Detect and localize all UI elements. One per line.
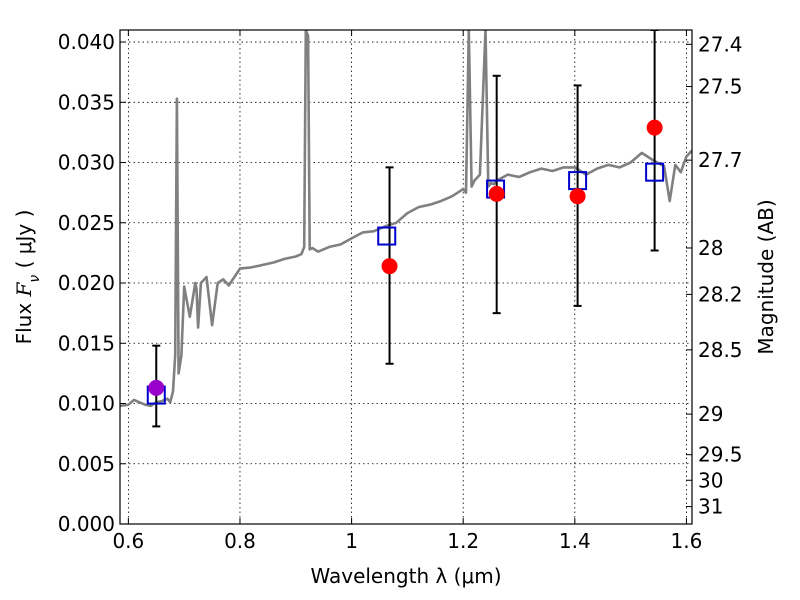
ticks [120, 30, 692, 525]
x-tick-label: 0.8 [224, 529, 256, 553]
right-tick-label: 29.5 [698, 443, 743, 467]
plot-frame [119, 29, 693, 525]
observed-point [569, 188, 586, 205]
x-axis-label: Wavelength λ (μm) [310, 564, 501, 588]
y-axis-label: Flux Fν ( μJy ) [12, 210, 43, 345]
x-tick-label: 0.6 [112, 529, 144, 553]
y-tick-label: 0.025 [58, 211, 115, 235]
y-tick-label: 0.015 [58, 331, 115, 355]
right-tick-label: 29 [698, 402, 723, 426]
y-tick-label: 0.035 [58, 90, 115, 114]
right-tick-label: 28.2 [698, 282, 743, 306]
tick-labels: 0.6 0.8 1 1.2 1.4 1.6 0.000 0.005 0.010 0.015 0.02… [58, 30, 743, 553]
y-axis-label-prefix: Flux [12, 296, 36, 344]
y-tick-label: 0.020 [58, 271, 115, 295]
right-tick-label: 28 [698, 236, 723, 260]
right-tick-label: 28.5 [698, 338, 743, 362]
spectrum-layer [120, 30, 692, 408]
marker-layer [146, 119, 665, 405]
right-tick-label: 31 [698, 495, 723, 519]
observed-point [148, 379, 165, 396]
right-tick-label: 27.7 [698, 148, 743, 172]
y-tick-label: 0.010 [58, 392, 115, 416]
right-tick-label: 30 [698, 468, 723, 492]
right-tick-label: 27.5 [698, 75, 743, 99]
observed-point [488, 185, 505, 202]
y-tick-label: 0.030 [58, 151, 115, 175]
x-tick-label: 1 [345, 529, 358, 553]
x-tick-label: 1.4 [559, 529, 591, 553]
y-tick-label: 0.005 [58, 452, 115, 476]
y-axis-label-symbol: F [12, 281, 36, 297]
x-tick-label: 1.2 [447, 529, 479, 553]
right-tick-label: 27.4 [698, 32, 743, 56]
model-point [377, 226, 397, 246]
spectrum-line [120, 30, 692, 408]
right-axis-label: Magnitude (AB) [754, 199, 778, 354]
x-tick-label: 1.6 [671, 529, 703, 553]
model-point [645, 162, 665, 182]
y-tick-label: 0.000 [58, 512, 115, 536]
observed-point [381, 258, 398, 275]
y-axis-label-subscript: ν [27, 275, 43, 283]
plot-area [120, 30, 692, 428]
observed-point [646, 119, 663, 136]
y-axis-label-unit: ( μJy ) [12, 210, 36, 275]
y-tick-label: 0.040 [58, 30, 115, 54]
